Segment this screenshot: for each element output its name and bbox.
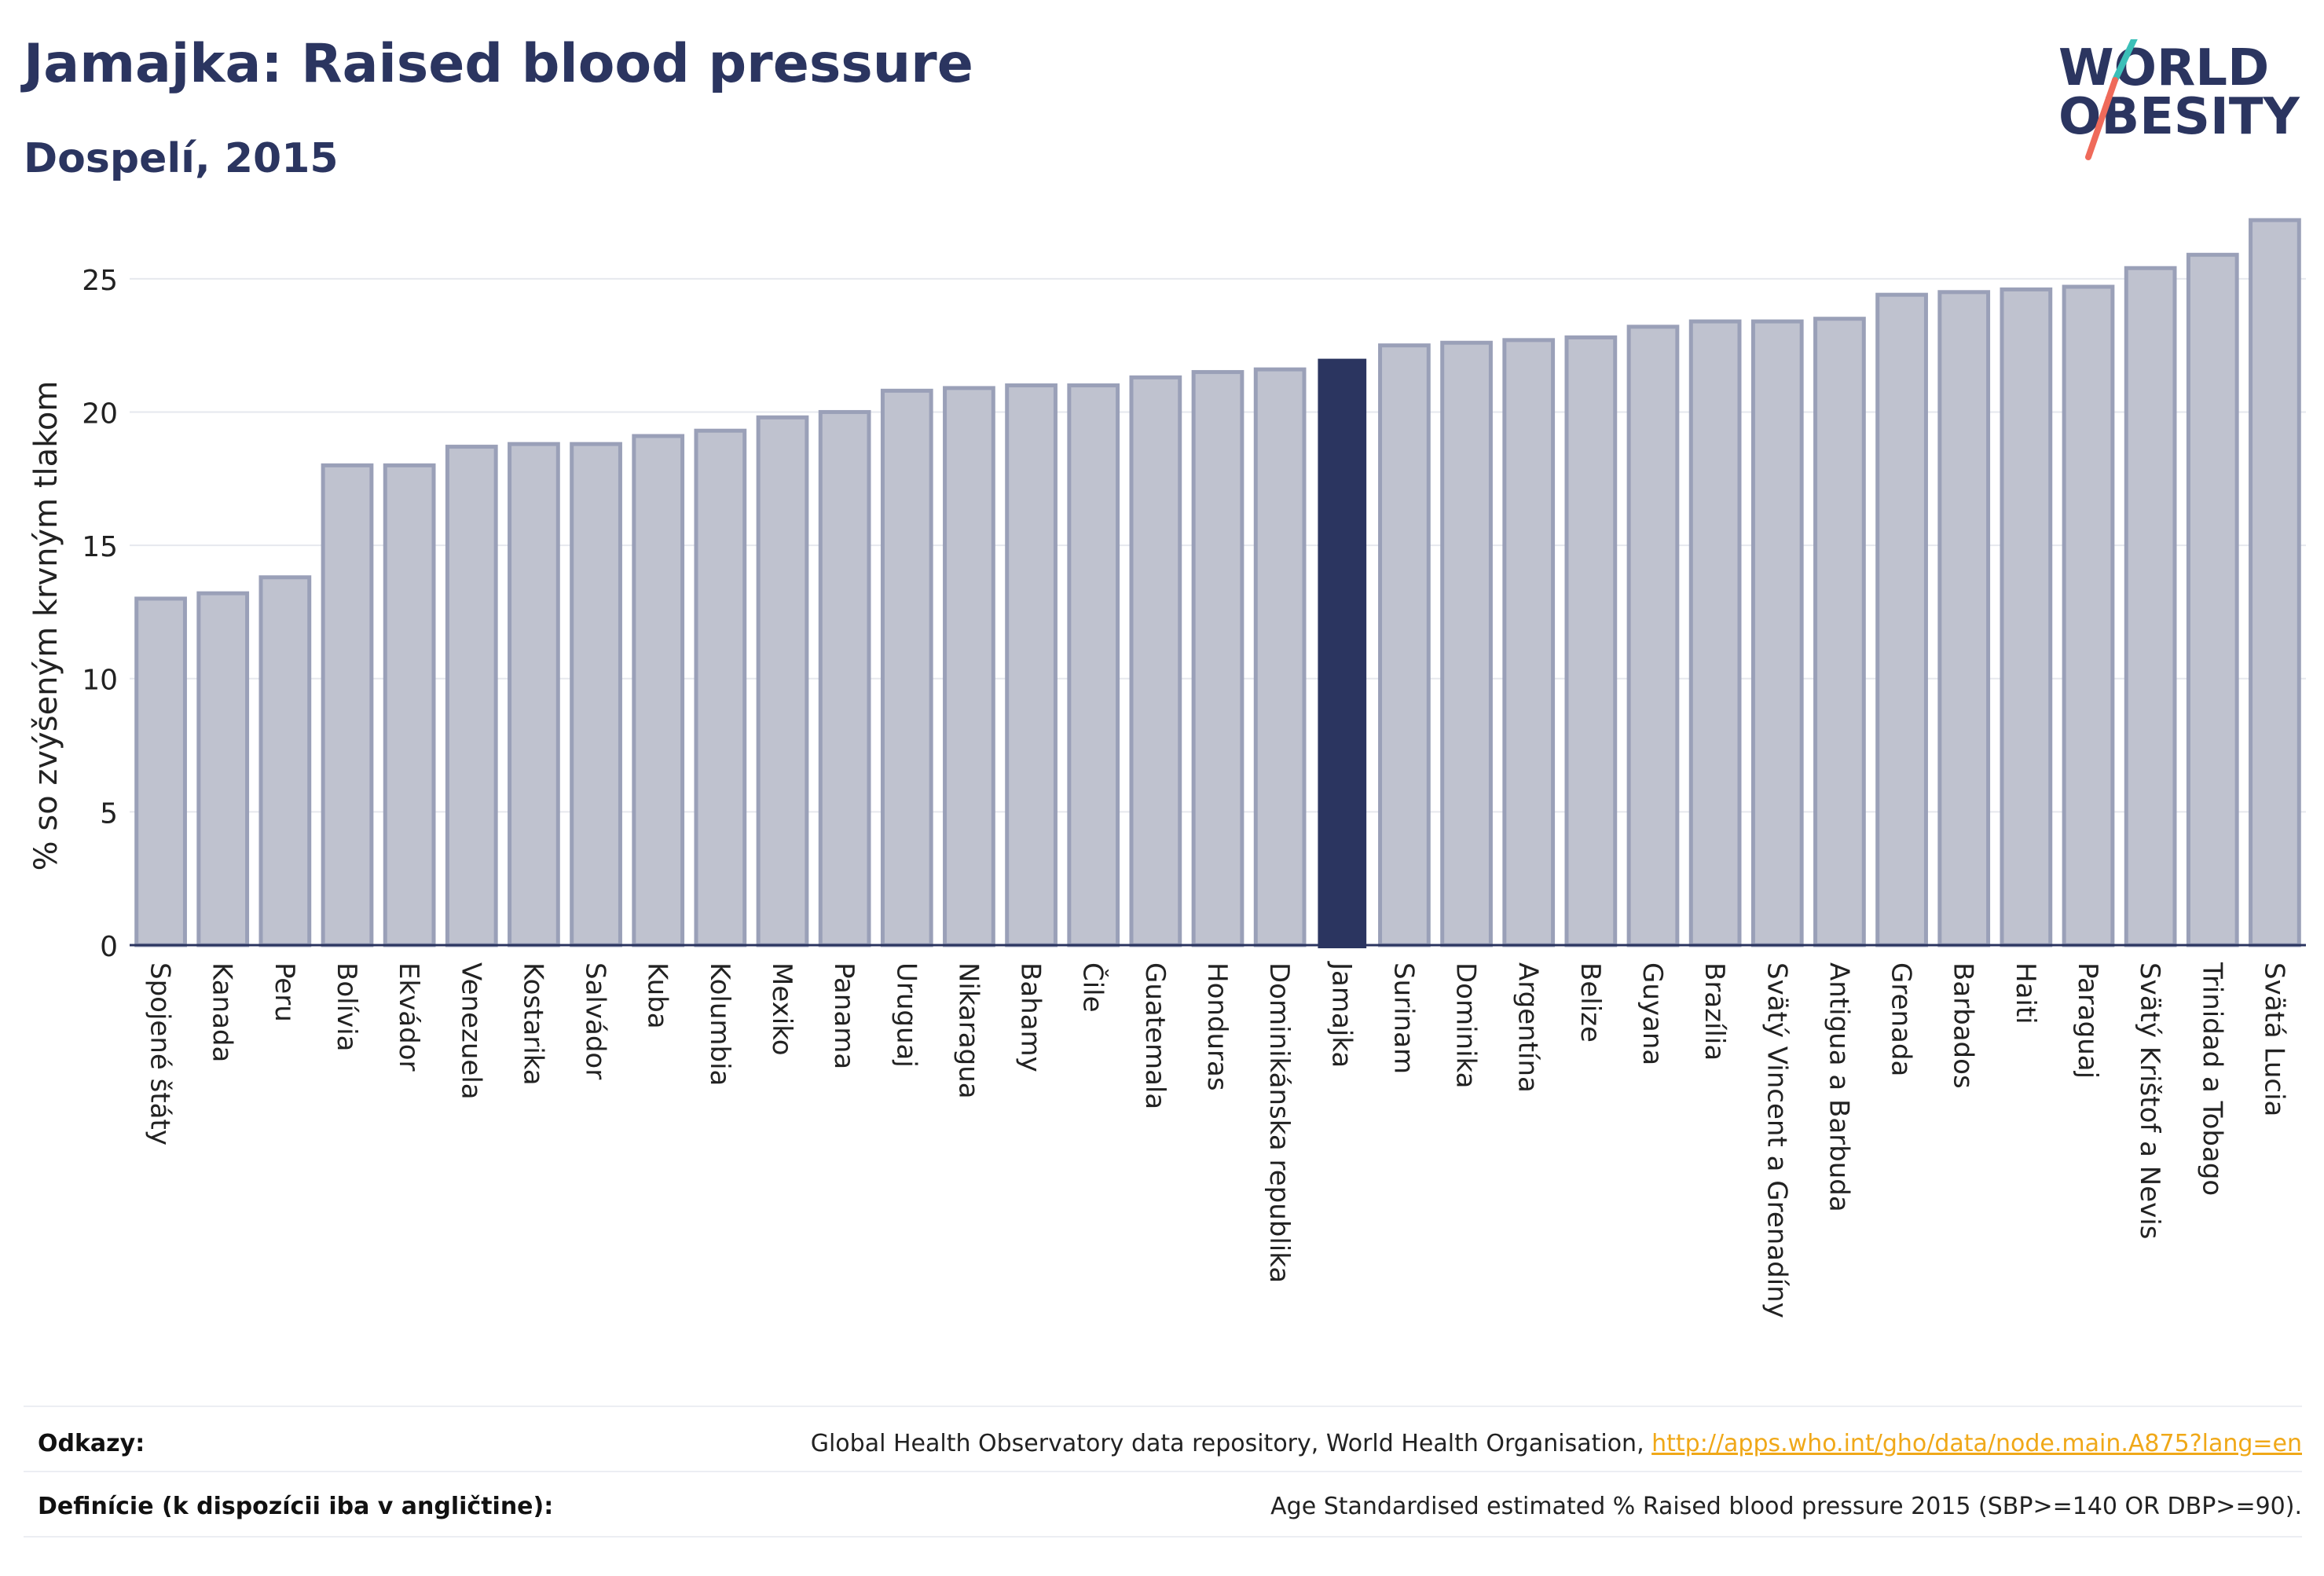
world-obesity-logo: WORLD OBESITY bbox=[2058, 39, 2310, 165]
x-tick-label: Uruguaj bbox=[890, 962, 922, 1068]
bars bbox=[134, 218, 2301, 949]
references-link[interactable]: http://apps.who.int/gho/data/node.main.A… bbox=[1651, 1430, 2302, 1457]
bar bbox=[2186, 252, 2239, 947]
footer-divider bbox=[24, 1471, 2302, 1472]
x-tick-label: Ekvádor bbox=[393, 962, 424, 1072]
bar bbox=[943, 386, 995, 947]
bar bbox=[1564, 335, 1618, 947]
x-tick-label: Čile bbox=[1077, 962, 1109, 1013]
bar bbox=[196, 591, 250, 947]
x-tick-label: Argentína bbox=[1512, 962, 1544, 1093]
x-tick-label: Panama bbox=[828, 962, 860, 1069]
bar bbox=[1191, 370, 1244, 947]
bar bbox=[756, 415, 809, 947]
bar bbox=[1937, 290, 1991, 947]
x-tick-label: Svätá Lucia bbox=[2258, 962, 2289, 1116]
y-tick-label: 5 bbox=[100, 797, 118, 830]
x-tick-label: Svätý Krištof a Nevis bbox=[2134, 962, 2165, 1239]
x-tick-label: Brazília bbox=[1699, 962, 1730, 1061]
bar bbox=[1626, 324, 1680, 947]
x-tick-labels: Spojené štáty Kanada Peru Bolívia Ekvádor Ven… bbox=[145, 961, 2290, 1318]
x-tick-label: Grenada bbox=[1886, 962, 1917, 1076]
bar bbox=[1688, 319, 1742, 947]
x-tick-label: Antigua a Barbuda bbox=[1823, 962, 1854, 1212]
bar bbox=[632, 434, 685, 947]
definitions-value: Age Standardised estimated % Raised bloo… bbox=[1270, 1493, 2302, 1520]
bar-chart: 0 5 10 15 20 25 Spojené štáty Kanada Peru Bolívi… bbox=[28, 218, 2306, 1318]
references-text: Global Health Observatory data repositor… bbox=[810, 1430, 1652, 1457]
bar bbox=[1253, 367, 1307, 947]
x-tick-label: Surinam bbox=[1387, 962, 1419, 1074]
x-tick-label: Jamajka bbox=[1325, 961, 1357, 1068]
bar bbox=[1005, 383, 1058, 947]
bar bbox=[2062, 284, 2115, 947]
bar bbox=[1813, 317, 1866, 947]
y-axis-label: % so zvýšeným krvným tlakom bbox=[28, 381, 64, 871]
x-tick-label: Paraguaj bbox=[2072, 962, 2103, 1079]
x-tick-label: Belize bbox=[1574, 962, 1606, 1043]
x-tick-label: Kanada bbox=[207, 962, 238, 1062]
x-tick-label: Bahamy bbox=[1015, 962, 1047, 1072]
bar bbox=[1378, 343, 1431, 947]
x-tick-label: Kolumbia bbox=[704, 962, 735, 1086]
x-tick-label: Peru bbox=[269, 962, 300, 1022]
logo-line-1: WORLD bbox=[2058, 39, 2270, 97]
y-tick-label: 25 bbox=[82, 265, 118, 297]
bar bbox=[2249, 218, 2301, 947]
x-tick-label: Dominika bbox=[1450, 962, 1482, 1088]
bar bbox=[818, 409, 871, 947]
x-tick-label: Dominikánska republika bbox=[1263, 962, 1295, 1283]
y-tick-label: 15 bbox=[82, 531, 118, 563]
bar bbox=[1440, 340, 1493, 947]
x-tick-label: Venezuela bbox=[455, 962, 486, 1100]
x-tick-label: Kuba bbox=[642, 962, 673, 1029]
x-tick-label: Guyana bbox=[1637, 962, 1668, 1065]
bar bbox=[1502, 338, 1556, 947]
references-value: Global Health Observatory data repositor… bbox=[811, 1430, 2302, 1457]
x-tick-label: Spojené štáty bbox=[145, 962, 176, 1145]
chart-title: Jamajka: Raised blood pressure bbox=[24, 33, 973, 95]
bar bbox=[134, 596, 187, 947]
bar bbox=[570, 442, 622, 947]
bar bbox=[383, 463, 436, 947]
bar bbox=[1129, 375, 1182, 947]
x-tick-label: Barbados bbox=[1948, 962, 1979, 1089]
bar bbox=[1318, 358, 1367, 949]
x-tick-label: Nikaragua bbox=[952, 962, 984, 1099]
bar bbox=[321, 463, 374, 947]
footer-divider bbox=[24, 1536, 2302, 1538]
x-tick-label: Svätý Vincent a Grenadíny bbox=[1761, 962, 1792, 1318]
x-tick-label: Salvádor bbox=[580, 962, 611, 1079]
chart-subtitle: Dospelí, 2015 bbox=[24, 135, 339, 182]
x-tick-label: Kostarika bbox=[517, 962, 548, 1086]
footer-divider bbox=[24, 1406, 2302, 1407]
bar bbox=[508, 442, 560, 947]
bar bbox=[1067, 383, 1120, 947]
bar bbox=[880, 388, 933, 947]
x-tick-label: Haiti bbox=[2010, 962, 2041, 1024]
x-tick-label: Mexiko bbox=[766, 962, 797, 1056]
bar bbox=[445, 445, 498, 947]
x-tick-label: Honduras bbox=[1201, 962, 1233, 1091]
bar bbox=[258, 575, 312, 947]
references-row: Odkazy: Global Health Observatory data r… bbox=[24, 1430, 2302, 1461]
logo-slash-icon bbox=[2085, 39, 2138, 160]
definitions-row: Definície (k dispozícii iba v angličtine… bbox=[24, 1493, 2302, 1524]
references-label: Odkazy: bbox=[38, 1430, 145, 1457]
y-tick-label: 20 bbox=[82, 398, 118, 430]
definitions-label: Definície (k dispozícii iba v angličtine… bbox=[38, 1493, 554, 1520]
bar bbox=[2124, 266, 2177, 947]
x-tick-label: Bolívia bbox=[331, 962, 362, 1051]
bar bbox=[2000, 287, 2053, 947]
y-tick-label: 10 bbox=[82, 665, 118, 697]
y-tick-label: 0 bbox=[100, 931, 118, 963]
bar bbox=[1875, 292, 1928, 947]
y-tick-labels: 0 5 10 15 20 25 bbox=[82, 265, 118, 963]
x-tick-label: Trinidad a Tobago bbox=[2196, 962, 2227, 1196]
x-tick-label: Guatemala bbox=[1139, 962, 1171, 1109]
bar bbox=[694, 428, 747, 947]
bar bbox=[1750, 319, 1804, 947]
